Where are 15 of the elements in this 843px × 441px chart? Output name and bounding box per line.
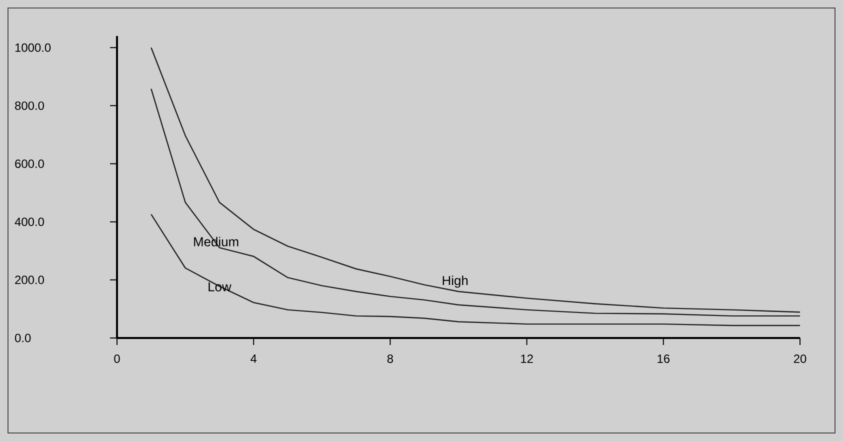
x-tick-label: 16	[658, 354, 670, 363]
y-tick-label: 200.0	[15, 276, 44, 284]
y-tick-label: 800.0	[15, 101, 44, 110]
y-tick-label: 0.0	[14, 334, 31, 342]
line-series	[150, 88, 801, 317]
x-tick-label: 20	[794, 354, 806, 363]
y-tick-label: 600.0	[15, 160, 44, 168]
x-tick-label: 0	[114, 354, 120, 363]
line-series	[150, 47, 801, 313]
x-tick-label: 4	[250, 354, 257, 363]
y-tick-label: 400.0	[14, 218, 44, 226]
x-tick-label: 12	[521, 354, 533, 363]
y-tick-label: 1000.0	[15, 43, 51, 52]
x-tick-label: 8	[387, 354, 394, 363]
series-label: High	[442, 276, 468, 288]
